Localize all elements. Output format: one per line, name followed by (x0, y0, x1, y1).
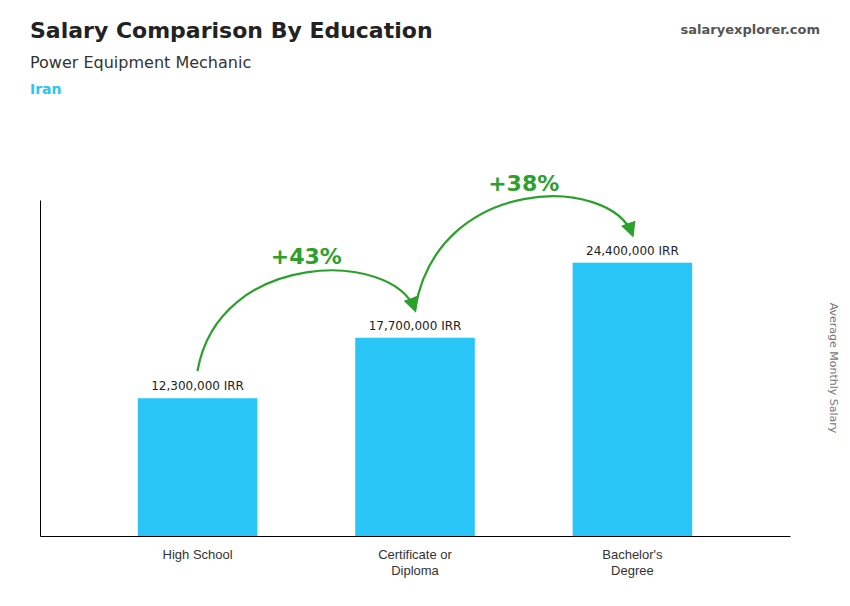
x-axis: High School Certificate orDiploma Bachelor… (41, 537, 791, 578)
arrow (415, 196, 632, 309)
data-labels: 12,300,000 IRR 17,700,000 IRR 24,400,000 I… (151, 244, 679, 394)
x-tick-label: Certificate orDiploma (378, 547, 452, 578)
x-tick-label-line: High School (163, 547, 233, 562)
y-axis (40, 201, 41, 537)
bar (573, 263, 693, 536)
data-label: 24,400,000 IRR (586, 244, 679, 258)
chart: Salary Comparison By Education Power Equi… (0, 0, 850, 606)
x-tick-label-line: Diploma (391, 563, 439, 578)
title: Salary Comparison By Education (30, 18, 433, 43)
annotation: +38% (488, 171, 559, 196)
x-axis-line (41, 536, 791, 537)
data-label: 12,300,000 IRR (151, 379, 244, 393)
plot: High School Certificate orDiploma Bachelor… (41, 171, 791, 578)
x-tick-label-line: Degree (611, 563, 654, 578)
y-axis-line (40, 201, 41, 537)
subtitle: Power Equipment Mechanic (30, 53, 251, 72)
x-tick: Certificate orDiploma (378, 547, 452, 578)
bar (355, 338, 475, 536)
x-tick: High School (163, 547, 233, 562)
y-axis-title: Average Monthly Salary (827, 303, 840, 434)
annotation: +43% (271, 244, 342, 269)
bar (138, 398, 258, 536)
annotations: +43% +38% (198, 171, 633, 370)
arrow (198, 270, 415, 370)
x-tick-label: High School (163, 547, 233, 562)
country: Iran (30, 81, 62, 97)
x-tick-label: Bachelor'sDegree (602, 547, 663, 578)
x-tick-label-line: Bachelor's (602, 547, 663, 562)
x-tick: Bachelor'sDegree (602, 547, 663, 578)
data-label: 17,700,000 IRR (369, 319, 462, 333)
x-tick-label-line: Certificate or (378, 547, 452, 562)
source: salaryexplorer.com (681, 22, 820, 37)
